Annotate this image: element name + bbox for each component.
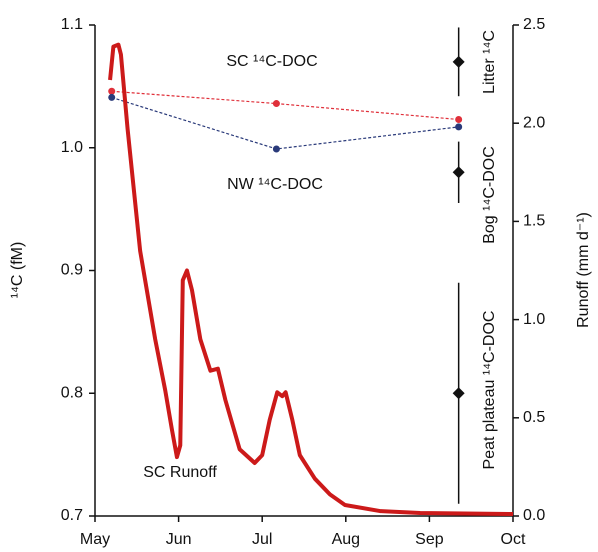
series-label: NW ¹⁴C-DOC <box>227 176 323 193</box>
doc-point <box>108 87 116 95</box>
y-tick-label: 1.0 <box>61 139 83 156</box>
marker-label: Bog ¹⁴C-DOC <box>481 146 498 244</box>
x-tick-label: Jul <box>252 531 272 548</box>
doc-point <box>108 93 116 101</box>
series-label: SC Runoff <box>143 464 217 481</box>
y-tick-label: 1.1 <box>61 16 83 33</box>
y2-tick-label: 2.0 <box>523 114 545 131</box>
x-tick-label: Jun <box>166 531 192 548</box>
y2-axis-label: Runoff (mm d⁻¹) <box>575 212 592 328</box>
x-tick-label: Sep <box>415 531 444 548</box>
marker-point <box>452 166 465 179</box>
y2-tick-label: 1.5 <box>523 213 545 230</box>
x-tick-label: May <box>80 531 110 548</box>
x-tick-label: Oct <box>501 531 526 548</box>
doc-point <box>272 100 280 108</box>
series-label: SC ¹⁴C-DOC <box>226 53 317 70</box>
doc-point <box>272 145 280 153</box>
y2-tick-label: 0.5 <box>523 409 545 426</box>
y2-tick-label: 2.5 <box>523 16 545 33</box>
marker-point <box>452 387 465 400</box>
y-tick-label: 0.7 <box>61 507 83 524</box>
y-tick-label: 0.9 <box>61 262 83 279</box>
y-tick-label: 0.8 <box>61 384 83 401</box>
doc-point <box>455 123 463 131</box>
doc-point <box>455 116 463 124</box>
marker-point <box>452 55 465 68</box>
doc-line <box>111 90 459 121</box>
marker-label: Litter ¹⁴C <box>481 30 498 94</box>
y2-tick-label: 1.0 <box>523 311 545 328</box>
marker-label: Peat plateau ¹⁴C-DOC <box>481 311 498 470</box>
y2-tick-label: 0.0 <box>523 507 545 524</box>
y-axis-label: ¹⁴C (fM) <box>9 242 26 299</box>
runoff-line <box>108 42 514 517</box>
doc-line <box>111 96 459 150</box>
x-tick-label: Aug <box>332 531 360 548</box>
